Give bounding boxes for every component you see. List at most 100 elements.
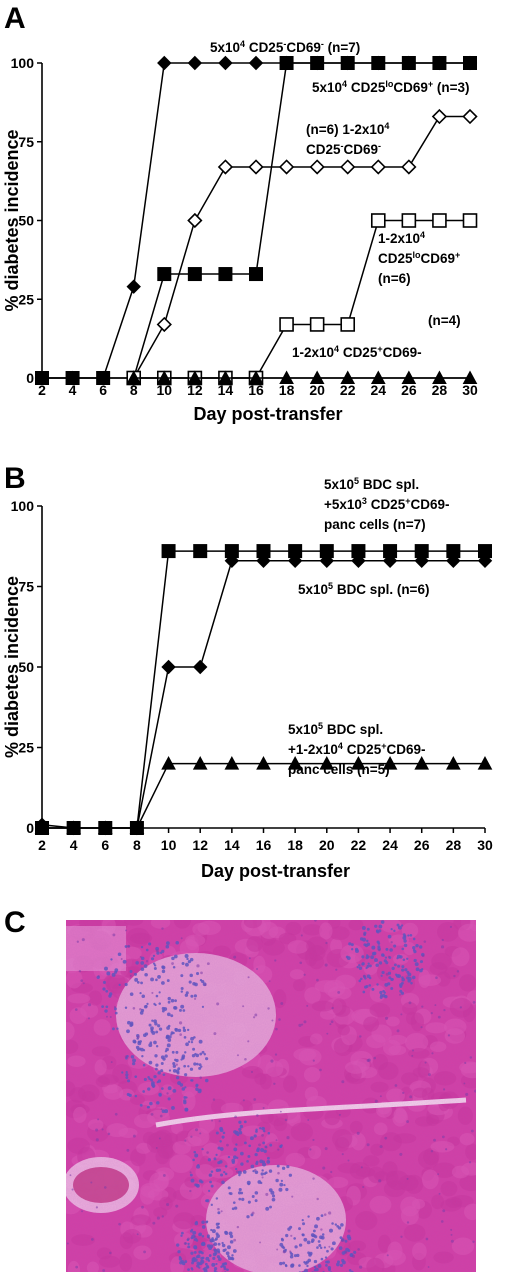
- data-point: [340, 317, 356, 332]
- data-point: [248, 159, 264, 175]
- series-5: [126, 370, 478, 384]
- x-tick-label: 6: [99, 382, 107, 398]
- data-point: [187, 370, 203, 384]
- data-point: [371, 56, 386, 70]
- data-point: [446, 756, 461, 770]
- panel-letter-a: A: [4, 2, 26, 35]
- data-point: [309, 159, 325, 175]
- x-tick-label: 24: [382, 837, 398, 853]
- data-point: [414, 553, 429, 568]
- x-tick-label: 26: [414, 837, 430, 853]
- data-point: [161, 659, 176, 675]
- data-point: [414, 756, 430, 770]
- histology-image: [66, 920, 476, 1272]
- data-point: [248, 55, 264, 71]
- x-tick-label: 22: [340, 382, 356, 398]
- x-tick-label: 10: [161, 837, 177, 853]
- series-line: [42, 762, 485, 829]
- x-tick-label: 28: [446, 837, 462, 853]
- data-point: [279, 56, 294, 70]
- data-point: [462, 108, 478, 125]
- x-tick-label: 22: [351, 837, 367, 853]
- y-tick-label: 0: [26, 820, 34, 836]
- data-point: [187, 267, 202, 282]
- y-axis-label: % diabetes incidence: [2, 129, 22, 311]
- data-point: [477, 553, 493, 568]
- panel-letter-c: C: [4, 906, 26, 939]
- x-tick-label: 16: [248, 382, 264, 398]
- series-2: [34, 553, 493, 836]
- data-point: [287, 756, 303, 770]
- x-tick-label: 20: [319, 837, 335, 853]
- data-point: [97, 820, 113, 834]
- x-tick-label: 4: [70, 837, 78, 853]
- y-tick-label: 25: [18, 291, 34, 307]
- y-tick-label: 50: [18, 213, 34, 229]
- x-tick-label: 30: [462, 382, 478, 398]
- data-point: [446, 553, 461, 568]
- data-point: [340, 159, 356, 175]
- x-tick-label: 12: [187, 382, 203, 398]
- data-point: [462, 213, 478, 228]
- y-tick-label: 25: [18, 740, 34, 756]
- series-2: [35, 56, 477, 385]
- x-tick-label: 2: [38, 382, 46, 398]
- data-point: [278, 159, 295, 175]
- x-tick-label: 16: [256, 837, 272, 853]
- y-tick-label: 100: [11, 55, 35, 71]
- annotation-b1: 5x105 BDC spl. +5x103 CD25+CD69-panc cell…: [324, 476, 449, 532]
- data-point: [340, 56, 355, 70]
- series-line: [133, 115, 470, 379]
- data-point: [35, 371, 49, 385]
- data-point: [351, 756, 366, 770]
- data-point: [66, 820, 81, 834]
- annotation-b3: 5x105 BDC spl. +1-2x104 CD25+CD69-panc ce…: [288, 721, 425, 777]
- x-tick-label: 12: [192, 837, 208, 853]
- x-tick-label: 6: [101, 837, 109, 853]
- y-tick-label: 50: [18, 659, 34, 675]
- data-point: [279, 317, 294, 332]
- x-tick-label: 8: [133, 837, 141, 853]
- data-point: [319, 756, 335, 770]
- y-axis-label: % diabetes incidence: [2, 576, 22, 758]
- annotation-a3: (n=6) 1-2x104 CD25-CD69-: [306, 121, 389, 157]
- x-tick-label: 14: [218, 382, 234, 398]
- data-point: [218, 55, 233, 71]
- data-point: [193, 659, 208, 675]
- data-point: [382, 756, 398, 770]
- x-axis-label: Day post-transfer: [193, 404, 342, 424]
- series-3: [34, 756, 493, 834]
- panel-letter-b: B: [4, 462, 26, 495]
- x-tick-label: 4: [69, 382, 77, 398]
- annotation-a1: 5x104 CD25-CD69- (n=7): [210, 39, 360, 55]
- data-point: [340, 370, 356, 384]
- data-point: [157, 267, 172, 282]
- y-tick-label: 75: [18, 134, 34, 150]
- x-tick-label: 24: [370, 382, 386, 398]
- data-point: [432, 213, 447, 228]
- x-tick-label: 20: [309, 382, 325, 398]
- data-point: [309, 317, 325, 332]
- data-point: [187, 55, 203, 71]
- data-point: [401, 159, 417, 175]
- data-point: [463, 56, 477, 70]
- y-tick-label: 75: [18, 579, 34, 595]
- data-point: [287, 553, 303, 568]
- data-point: [192, 756, 208, 770]
- data-point: [279, 370, 294, 384]
- data-point: [477, 756, 493, 770]
- data-point: [431, 108, 448, 125]
- x-tick-label: 10: [156, 382, 172, 398]
- x-axis-label: Day post-transfer: [201, 861, 350, 881]
- data-point: [193, 544, 208, 559]
- x-tick-label: 18: [287, 837, 303, 853]
- x-tick-label: 28: [432, 382, 448, 398]
- data-point: [218, 267, 233, 282]
- x-tick-label: 30: [477, 837, 493, 853]
- data-point: [218, 370, 233, 384]
- data-point: [161, 756, 176, 770]
- data-point: [382, 553, 398, 568]
- annotation-a6: 1-2x104 CD25+CD69-: [292, 344, 422, 360]
